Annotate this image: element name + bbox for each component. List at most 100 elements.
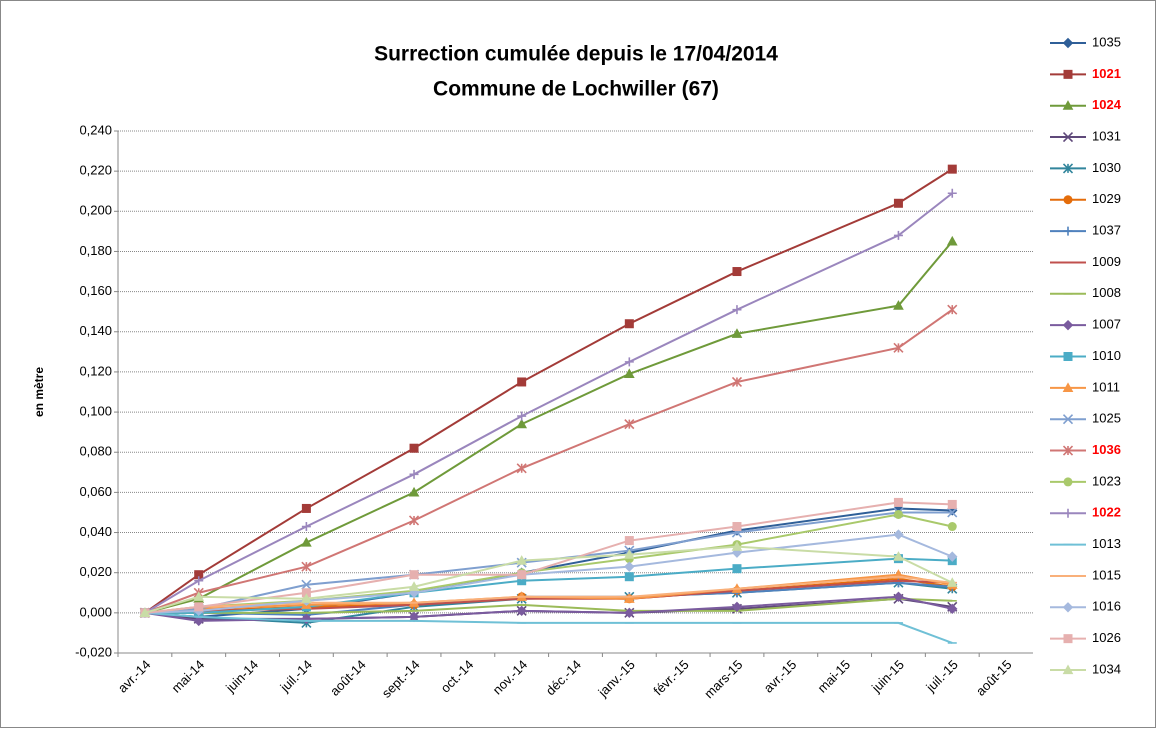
marker — [1062, 664, 1074, 675]
marker — [194, 570, 204, 580]
y-tick-label: 0,160 — [79, 283, 112, 298]
y-tick-label: 0,020 — [79, 564, 112, 579]
marker — [516, 605, 527, 617]
marker — [517, 576, 527, 586]
y-tick-label: 0,240 — [79, 122, 112, 137]
marker — [1063, 352, 1073, 361]
marker — [139, 607, 151, 617]
marker — [1063, 69, 1073, 79]
marker — [947, 603, 958, 615]
marker — [732, 267, 742, 277]
legend-label: 1015 — [1092, 567, 1121, 582]
marker — [193, 591, 205, 601]
y-tick-label: 0,120 — [79, 363, 112, 378]
legend-label: 1007 — [1092, 317, 1121, 332]
marker — [947, 507, 958, 518]
marker — [624, 536, 634, 546]
marker — [732, 564, 742, 574]
marker — [893, 509, 903, 519]
marker — [893, 230, 903, 240]
y-tick-label: 0,220 — [79, 163, 112, 178]
marker — [947, 304, 958, 315]
marker — [517, 570, 527, 580]
marker — [893, 300, 904, 310]
legend-label: 1025 — [1092, 411, 1121, 426]
marker — [1063, 195, 1073, 205]
marker — [301, 588, 311, 598]
marker — [946, 577, 958, 587]
marker — [194, 576, 204, 586]
y-tick-label: -0,020 — [75, 644, 112, 659]
marker — [732, 522, 742, 532]
marker — [623, 549, 635, 559]
legend-label: 1010 — [1092, 348, 1121, 363]
marker — [517, 411, 527, 421]
legend-label: 1035 — [1092, 34, 1121, 49]
marker — [947, 164, 957, 174]
marker — [624, 561, 635, 572]
y-tick-label: 0,080 — [79, 444, 112, 459]
marker — [893, 342, 904, 353]
marker — [946, 235, 958, 246]
marker — [516, 555, 528, 565]
legend-label: 1026 — [1092, 630, 1121, 645]
marker — [1062, 382, 1074, 392]
marker — [1062, 131, 1074, 143]
legend-label: 1021 — [1092, 66, 1121, 81]
marker — [731, 601, 743, 613]
y-tick-label: 0,140 — [79, 323, 112, 338]
marker — [408, 486, 420, 497]
y-tick-label: 0,100 — [79, 404, 112, 419]
marker — [409, 469, 419, 479]
marker — [1063, 634, 1073, 644]
marker — [1063, 508, 1073, 518]
marker — [194, 602, 204, 612]
legend-label: 1008 — [1092, 285, 1121, 300]
marker — [409, 570, 419, 580]
marker — [893, 497, 903, 507]
marker — [301, 503, 311, 513]
legend-label: 1022 — [1092, 505, 1121, 520]
marker — [408, 515, 420, 526]
marker — [893, 591, 904, 602]
marker — [516, 418, 528, 429]
marker — [1062, 100, 1074, 110]
legend-label: 1036 — [1092, 442, 1121, 457]
chart-title: Surrection cumulée depuis le 17/04/2014 — [374, 43, 778, 66]
marker — [732, 305, 742, 315]
y-tick-label: 0,000 — [79, 604, 112, 619]
marker — [624, 357, 634, 367]
y-tick-label: 0,040 — [79, 524, 112, 539]
marker — [1062, 602, 1074, 613]
marker — [893, 198, 903, 208]
legend-label: 1029 — [1092, 191, 1121, 206]
marker — [624, 319, 634, 329]
marker — [301, 537, 312, 547]
y-axis-label: en mètre — [32, 367, 46, 417]
marker — [301, 522, 311, 532]
marker — [624, 607, 635, 619]
marker — [947, 522, 957, 532]
marker — [301, 579, 312, 590]
y-tick-label: 0,180 — [79, 243, 112, 258]
y-tick-label: 0,200 — [79, 203, 112, 218]
marker — [731, 376, 743, 388]
marker — [301, 561, 312, 572]
legend-label: 1030 — [1092, 160, 1121, 175]
legend-label: 1009 — [1092, 254, 1121, 269]
marker — [516, 463, 527, 474]
legend-label: 1016 — [1092, 599, 1121, 614]
legend-label: 1013 — [1092, 536, 1121, 551]
marker — [624, 572, 634, 582]
marker — [409, 443, 419, 453]
marker — [517, 377, 527, 387]
y-tick-label: 0,060 — [79, 484, 112, 499]
marker — [1063, 477, 1073, 487]
legend-label: 1023 — [1092, 473, 1121, 488]
marker — [624, 419, 635, 430]
marker — [1062, 163, 1074, 174]
marker — [1063, 226, 1073, 236]
legend-label: 1031 — [1092, 128, 1121, 143]
